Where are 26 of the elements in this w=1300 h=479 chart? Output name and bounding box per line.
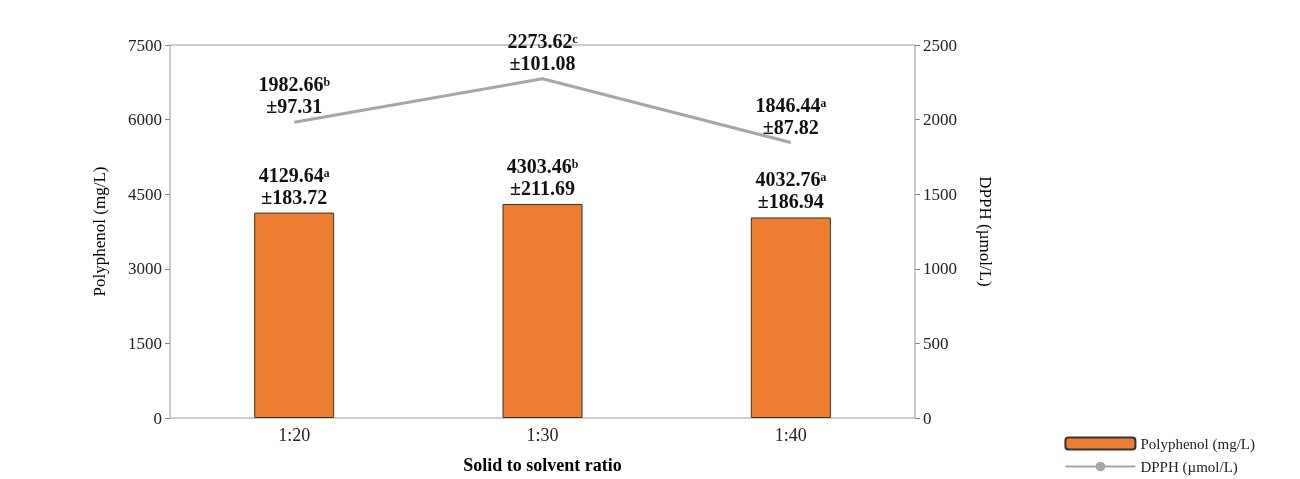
data-label: 1846.44ᵃ ±87.82 xyxy=(755,93,827,138)
legend-label: DPPH (µmol/L) xyxy=(1140,458,1238,476)
x-tick-label: 1:40 xyxy=(774,425,807,445)
data-label: 4129.64ᵃ ±183.72 xyxy=(258,163,330,208)
y2-tick-label: 2000 xyxy=(923,110,957,130)
y-tick-label: 4500 xyxy=(128,184,162,204)
x-tick-label: 1:20 xyxy=(278,425,311,445)
y2-axis-title: DPPH (µmol/L) xyxy=(976,176,995,287)
y-tick-label: 3000 xyxy=(128,259,162,279)
x-axis-title: Solid to solvent ratio xyxy=(463,455,622,475)
data-label: 4303.46ᵇ ±211.69 xyxy=(506,154,579,199)
y-tick-label: 7500 xyxy=(128,35,162,55)
data-label: 4032.76ᵃ ±186.94 xyxy=(755,168,827,213)
y-tick-label: 1500 xyxy=(128,333,162,353)
y2-tick-label: 2500 xyxy=(923,35,957,55)
y-axis-title: Polyphenol (mg/L) xyxy=(90,166,109,297)
y2-tick-label: 0 xyxy=(923,408,932,428)
data-label: 1982.66ᵇ ±97.31 xyxy=(258,73,331,118)
y-tick-label: 6000 xyxy=(128,110,162,130)
data-label: 2273.62ᶜ ±101.08 xyxy=(507,29,578,74)
y-tick-label: 0 xyxy=(153,408,162,428)
y2-tick-label: 500 xyxy=(923,333,949,353)
y2-tick-label: 1000 xyxy=(923,259,957,279)
legend-label: Polyphenol (mg/L) xyxy=(1140,435,1256,453)
y2-tick-label: 1500 xyxy=(923,184,957,204)
x-tick-label: 1:30 xyxy=(526,425,559,445)
